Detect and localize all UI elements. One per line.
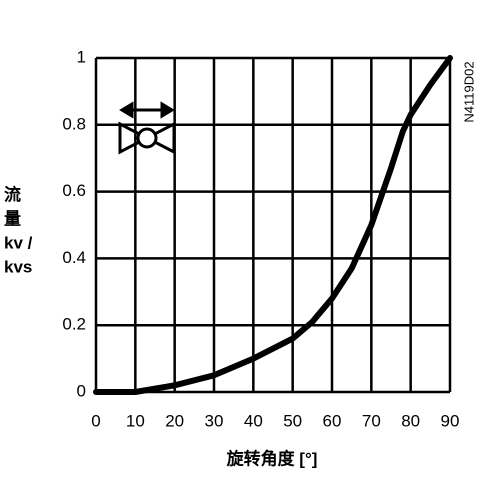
y-axis-label: 量: [4, 208, 21, 228]
valve-icon: [112, 95, 182, 165]
x-tick-label: 90: [441, 411, 460, 430]
annotation: N4119D02: [461, 61, 476, 122]
y-axis-label: kv /: [4, 233, 33, 252]
y-axis-label: kvs: [4, 257, 32, 276]
x-axis-label: 旋转角度 [°]: [226, 448, 318, 468]
y-tick-label: 1: [77, 47, 86, 66]
y-tick-label: 0.4: [62, 248, 86, 267]
y-tick-label: 0: [77, 381, 86, 400]
x-tick-label: 70: [362, 411, 381, 430]
x-tick-label: 10: [126, 411, 145, 430]
x-tick-label: 50: [283, 411, 302, 430]
x-tick-label: 80: [401, 411, 420, 430]
y-tick-label: 0.6: [62, 181, 86, 200]
y-axis-label: 流: [4, 184, 21, 204]
y-tick-label: 0.2: [62, 315, 86, 334]
x-tick-label: 60: [323, 411, 342, 430]
curve: [93, 55, 453, 395]
x-tick-label: 20: [165, 411, 184, 430]
x-tick-label: 30: [205, 411, 224, 430]
x-tick-label: 0: [91, 411, 100, 430]
x-tick-label: 40: [244, 411, 263, 430]
y-tick-label: 0.8: [62, 114, 86, 133]
